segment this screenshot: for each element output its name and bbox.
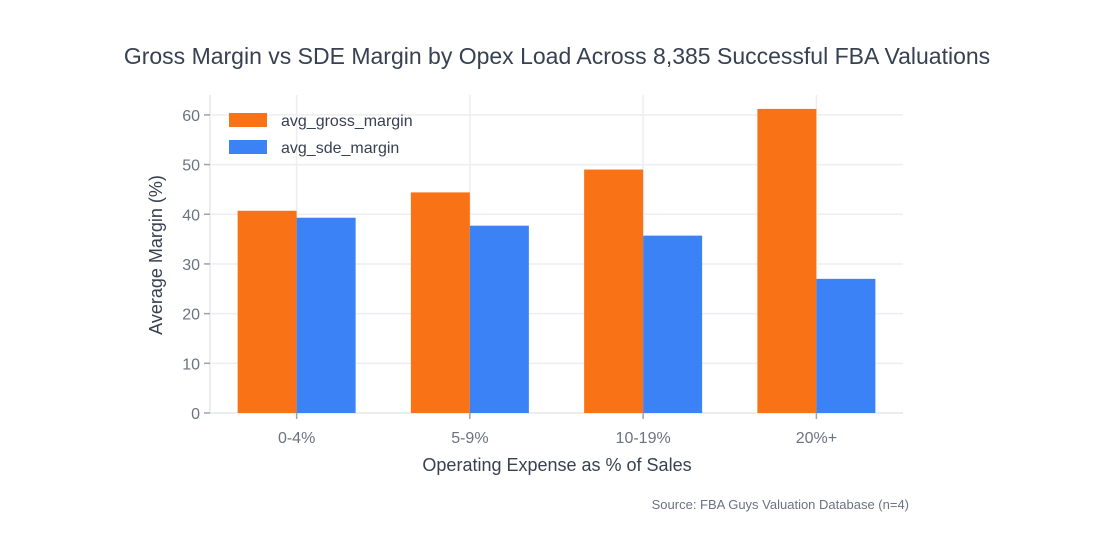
bar-avg_gross_margin <box>584 169 644 413</box>
y-tick-label: 30 <box>182 257 200 274</box>
bar-avg_gross_margin <box>410 192 470 413</box>
bar-avg_sde_margin <box>469 225 529 413</box>
y-axis-label: Average Margin (%) <box>146 175 166 335</box>
legend-label: avg_gross_margin <box>281 113 413 130</box>
y-tick-label: 40 <box>182 207 200 224</box>
bar-avg_sde_margin <box>296 217 356 413</box>
x-tick-label: 5-9% <box>451 430 488 447</box>
legend-swatch <box>229 140 267 154</box>
bar-avg_gross_margin <box>237 210 297 413</box>
legend-swatch <box>229 113 267 127</box>
x-axis-label: Operating Expense as % of Sales <box>422 455 691 475</box>
bar-avg_gross_margin <box>757 108 817 413</box>
source-note: Source: FBA Guys Valuation Database (n=4… <box>652 497 909 512</box>
bar-avg_sde_margin <box>816 278 876 413</box>
bar-avg_sde_margin <box>643 235 703 413</box>
y-tick-label: 20 <box>182 307 200 324</box>
y-tick-label: 10 <box>182 356 200 373</box>
y-tick-label: 50 <box>182 158 200 175</box>
x-tick-label: 20%+ <box>796 430 837 447</box>
y-tick-label: 0 <box>191 406 200 423</box>
legend-label: avg_sde_margin <box>281 140 399 157</box>
x-tick-label: 10-19% <box>616 430 671 447</box>
x-tick-label: 0-4% <box>278 430 315 447</box>
chart-title: Gross Margin vs SDE Margin by Opex Load … <box>124 43 990 69</box>
y-tick-label: 60 <box>182 108 200 125</box>
